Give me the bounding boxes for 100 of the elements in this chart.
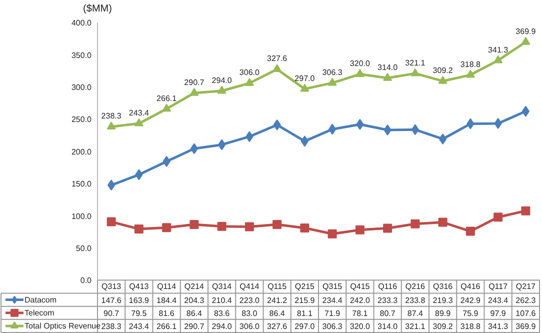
data-label: 341.3 [488,322,509,331]
point [410,219,420,228]
annotation: 290.7 [184,78,205,88]
data-label: 318.8 [460,322,481,331]
point [134,224,144,234]
data-label: 234.4 [322,296,343,305]
data-label: 87.4 [407,308,424,318]
data-label: 81.6 [158,308,175,318]
annotation: 297.0 [294,74,316,83]
data-label: 184.4 [156,296,178,305]
annotation: 318.8 [460,60,481,69]
data-label: 223.0 [239,296,260,305]
data-label: 297.0 [294,322,316,331]
annotation: 314.0 [378,63,398,72]
x-tick-label: Q117 [488,282,508,292]
data-label: 290.7 [184,322,205,331]
y-tick-label: 250.0 [71,115,92,124]
y-tick-label: 350.0 [71,50,92,60]
data-label: 262.3 [516,296,536,305]
data-label: 107.6 [516,308,536,318]
data-label: 309.2 [432,322,454,331]
point [522,106,530,117]
data-label: 242.9 [460,296,481,305]
data-label: 79.5 [131,308,148,318]
x-tick-label: Q116 [378,282,398,292]
data-label: 243.4 [128,322,150,331]
y-tick-label: 400.0 [71,18,92,28]
annotation: 321.1 [405,58,426,68]
point [190,143,198,154]
point [328,78,337,86]
x-tick-label: Q114 [157,282,177,292]
data-label: 78.1 [352,308,368,318]
legend-label: Datacom [24,295,57,304]
data-label: 306.3 [322,322,343,331]
point [328,124,336,135]
data-label: 369.9 [516,322,536,331]
data-label: 215.9 [294,296,316,305]
point [106,122,116,130]
data-label: 97.9 [490,308,506,318]
point [411,124,420,136]
data-label: 86.4 [186,308,203,318]
y-tick-label: 150.0 [71,180,92,189]
legend-label: Total Optics Revenue [24,321,102,330]
data-label: 71.9 [324,308,341,318]
point [162,104,172,112]
point [466,226,475,236]
x-tick-label: Q215 [294,282,316,292]
data-label: 241.2 [267,296,288,305]
annotation: 320.0 [350,59,370,68]
point [272,64,282,72]
data-label: 204.3 [184,296,205,305]
annotation: 243.4 [128,108,150,118]
data-label: 83.6 [214,308,230,318]
point [383,224,392,233]
data-label: 210.4 [212,296,232,305]
x-tick-label: Q413 [129,282,150,292]
data-label: 242.0 [350,296,370,305]
data-label: 320.0 [350,322,370,331]
point [134,118,144,126]
x-tick-label: Q315 [322,282,343,292]
point [300,136,309,147]
point [355,225,364,234]
point [466,70,475,78]
data-label: 243.4 [488,296,509,305]
annotation: 238.3 [101,112,122,121]
x-tick-label: Q313 [102,282,122,292]
point [244,222,254,232]
x-tick-label: Q316 [433,282,454,292]
data-label: 83.0 [242,308,258,318]
data-label: 233.3 [378,296,398,305]
point [355,69,364,77]
data-label: 89.9 [435,308,452,318]
annotation: 341.3 [488,45,509,54]
data-label: 147.6 [101,296,122,305]
data-label: 219.3 [432,296,454,305]
y-tick-label: 0.0 [80,276,92,286]
data-label: 75.9 [462,308,479,318]
x-tick-label: Q314 [212,282,232,292]
annotation: 294.0 [212,76,232,85]
x-tick-label: Q216 [405,282,426,292]
y-tick-label: 300.0 [71,83,92,92]
point [107,180,116,191]
x-tick-label: Q416 [460,282,481,292]
data-label: 266.1 [156,322,178,331]
point [190,88,199,96]
point [521,36,530,45]
point [494,55,503,64]
point [521,206,530,216]
point [272,220,282,230]
data-label: 314.0 [378,322,398,331]
legend-label: Telecom [24,308,55,318]
x-tick-label: Q414 [240,282,260,292]
x-tick-label: Q217 [516,282,536,292]
point [300,223,310,232]
point [106,217,116,226]
annotation: 306.0 [239,68,260,78]
annotation: 369.9 [516,27,536,36]
data-label: 90.7 [104,308,120,318]
data-label: 233.8 [405,296,426,305]
annotation: 327.6 [267,54,288,64]
